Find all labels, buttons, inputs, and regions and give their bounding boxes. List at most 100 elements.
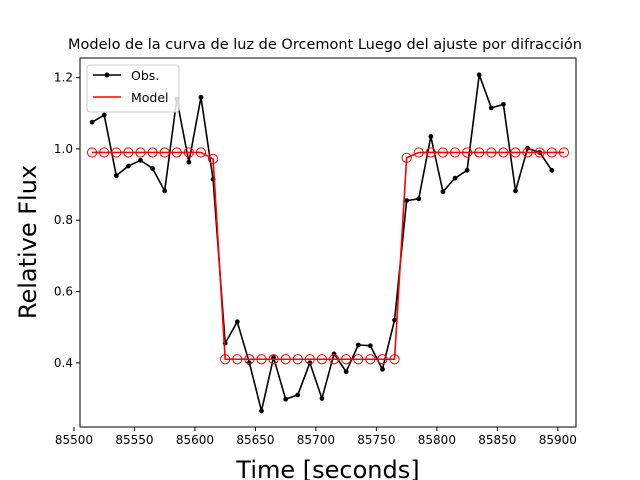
obs-data-point <box>488 105 494 111</box>
y-tick-label: 1.2 <box>54 71 73 85</box>
model-data-point <box>268 354 279 365</box>
model-data-point <box>437 147 449 158</box>
y-tick-label: 0.4 <box>54 356 73 370</box>
obs-data-point <box>452 175 458 181</box>
model-data-point <box>425 147 436 158</box>
obs-data-point <box>416 196 422 202</box>
x-tick-label: 85550 <box>115 433 153 447</box>
obs-data-point <box>150 166 155 171</box>
model-data-point <box>304 354 315 365</box>
obs-data-point <box>295 392 301 398</box>
obs-data-point <box>476 72 482 78</box>
model-data-point <box>462 147 473 158</box>
obs-data-point <box>440 189 446 195</box>
model-data-point <box>377 354 388 365</box>
x-tick-label: 85700 <box>297 433 335 447</box>
obs-data-point <box>125 163 131 169</box>
x-tick-label: 85600 <box>176 433 214 447</box>
obs-data-point <box>186 159 192 165</box>
x-tick-label: 85900 <box>539 433 577 447</box>
obs-data-point <box>319 396 325 401</box>
x-axis-ticks: 85500 85550 85600 85650 85700 85750 85800 85850… <box>55 427 577 447</box>
model-data-point <box>280 354 291 365</box>
x-tick-label: 85850 <box>478 433 516 447</box>
obs-data-point <box>513 188 518 194</box>
model-data-point <box>99 147 110 158</box>
chart-title: Modelo de la curva de luz de Orcemont Lu… <box>68 37 582 53</box>
model-data-point <box>123 147 134 158</box>
plot-background <box>80 58 576 427</box>
obs-data-point <box>198 94 204 100</box>
model-data-point <box>135 147 146 158</box>
model-data-point <box>389 354 400 365</box>
series-obs <box>89 72 555 414</box>
obs-data-point <box>464 167 470 173</box>
model-data-point <box>316 354 328 365</box>
obs-data-point <box>234 319 240 325</box>
x-tick-label: 85800 <box>418 433 456 447</box>
model-series-line <box>92 151 564 361</box>
model-data-point <box>244 354 255 365</box>
model-data-point <box>510 147 521 158</box>
plot-area <box>79 57 577 428</box>
y-tick-label: 0.8 <box>54 213 73 227</box>
obs-data-point <box>89 119 95 125</box>
model-data-point <box>207 153 219 164</box>
model-data-point <box>498 147 509 158</box>
obs-data-point <box>283 396 289 402</box>
model-data-point <box>413 147 424 158</box>
obs-data-point <box>138 157 143 163</box>
obs-data-point <box>392 317 397 323</box>
y-tick-label: 1.0 <box>54 142 73 156</box>
model-data-point <box>449 147 461 158</box>
model-data-point <box>220 354 231 365</box>
model-data-point <box>341 354 352 365</box>
model-data-point <box>232 354 243 365</box>
obs-data-point <box>307 360 313 366</box>
legend-obs-marker <box>104 72 110 78</box>
obs-data-point <box>113 173 119 179</box>
obs-data-point <box>380 366 385 372</box>
model-data-point <box>522 147 533 158</box>
obs-data-point <box>501 101 506 107</box>
legend: Obs. Model <box>86 64 180 113</box>
model-data-point <box>111 147 122 158</box>
obs-data-point <box>101 112 107 118</box>
y-axis-label: Relative Flux <box>14 165 42 319</box>
model-data-point <box>401 152 412 163</box>
series-model <box>86 147 570 365</box>
model-data-point <box>546 147 557 158</box>
model-data-point <box>256 354 267 365</box>
obs-data-point <box>246 360 252 366</box>
obs-data-point <box>162 188 168 194</box>
axes-frame <box>79 57 577 428</box>
model-data-point <box>486 147 497 158</box>
model-data-point <box>195 147 207 158</box>
obs-data-point <box>404 198 410 204</box>
obs-data-point <box>367 343 373 349</box>
model-data-point <box>147 147 158 158</box>
model-data-point <box>558 147 570 158</box>
model-data-point <box>86 147 98 158</box>
model-data-point <box>292 354 303 365</box>
obs-data-point <box>331 351 337 357</box>
x-tick-label: 85500 <box>55 433 93 447</box>
obs-data-point <box>343 369 349 375</box>
x-tick-label: 85650 <box>236 433 274 447</box>
legend-model-label: Model <box>131 90 169 105</box>
series-layer <box>86 72 570 414</box>
y-tick-label: 0.6 <box>54 285 73 299</box>
legend-box <box>86 64 180 113</box>
model-data-point <box>534 147 545 158</box>
model-data-point <box>474 147 485 158</box>
model-data-point <box>328 354 340 365</box>
y-axis-ticks: 0.4 0.6 0.8 1.0 1.2 <box>54 71 80 370</box>
model-data-point <box>171 147 182 158</box>
obs-data-point <box>259 408 264 414</box>
model-data-point <box>365 354 376 365</box>
obs-data-point <box>428 134 434 139</box>
x-axis-label: Time [seconds] <box>235 456 419 480</box>
obs-data-point <box>355 342 361 348</box>
x-tick-label: 85750 <box>357 433 395 447</box>
